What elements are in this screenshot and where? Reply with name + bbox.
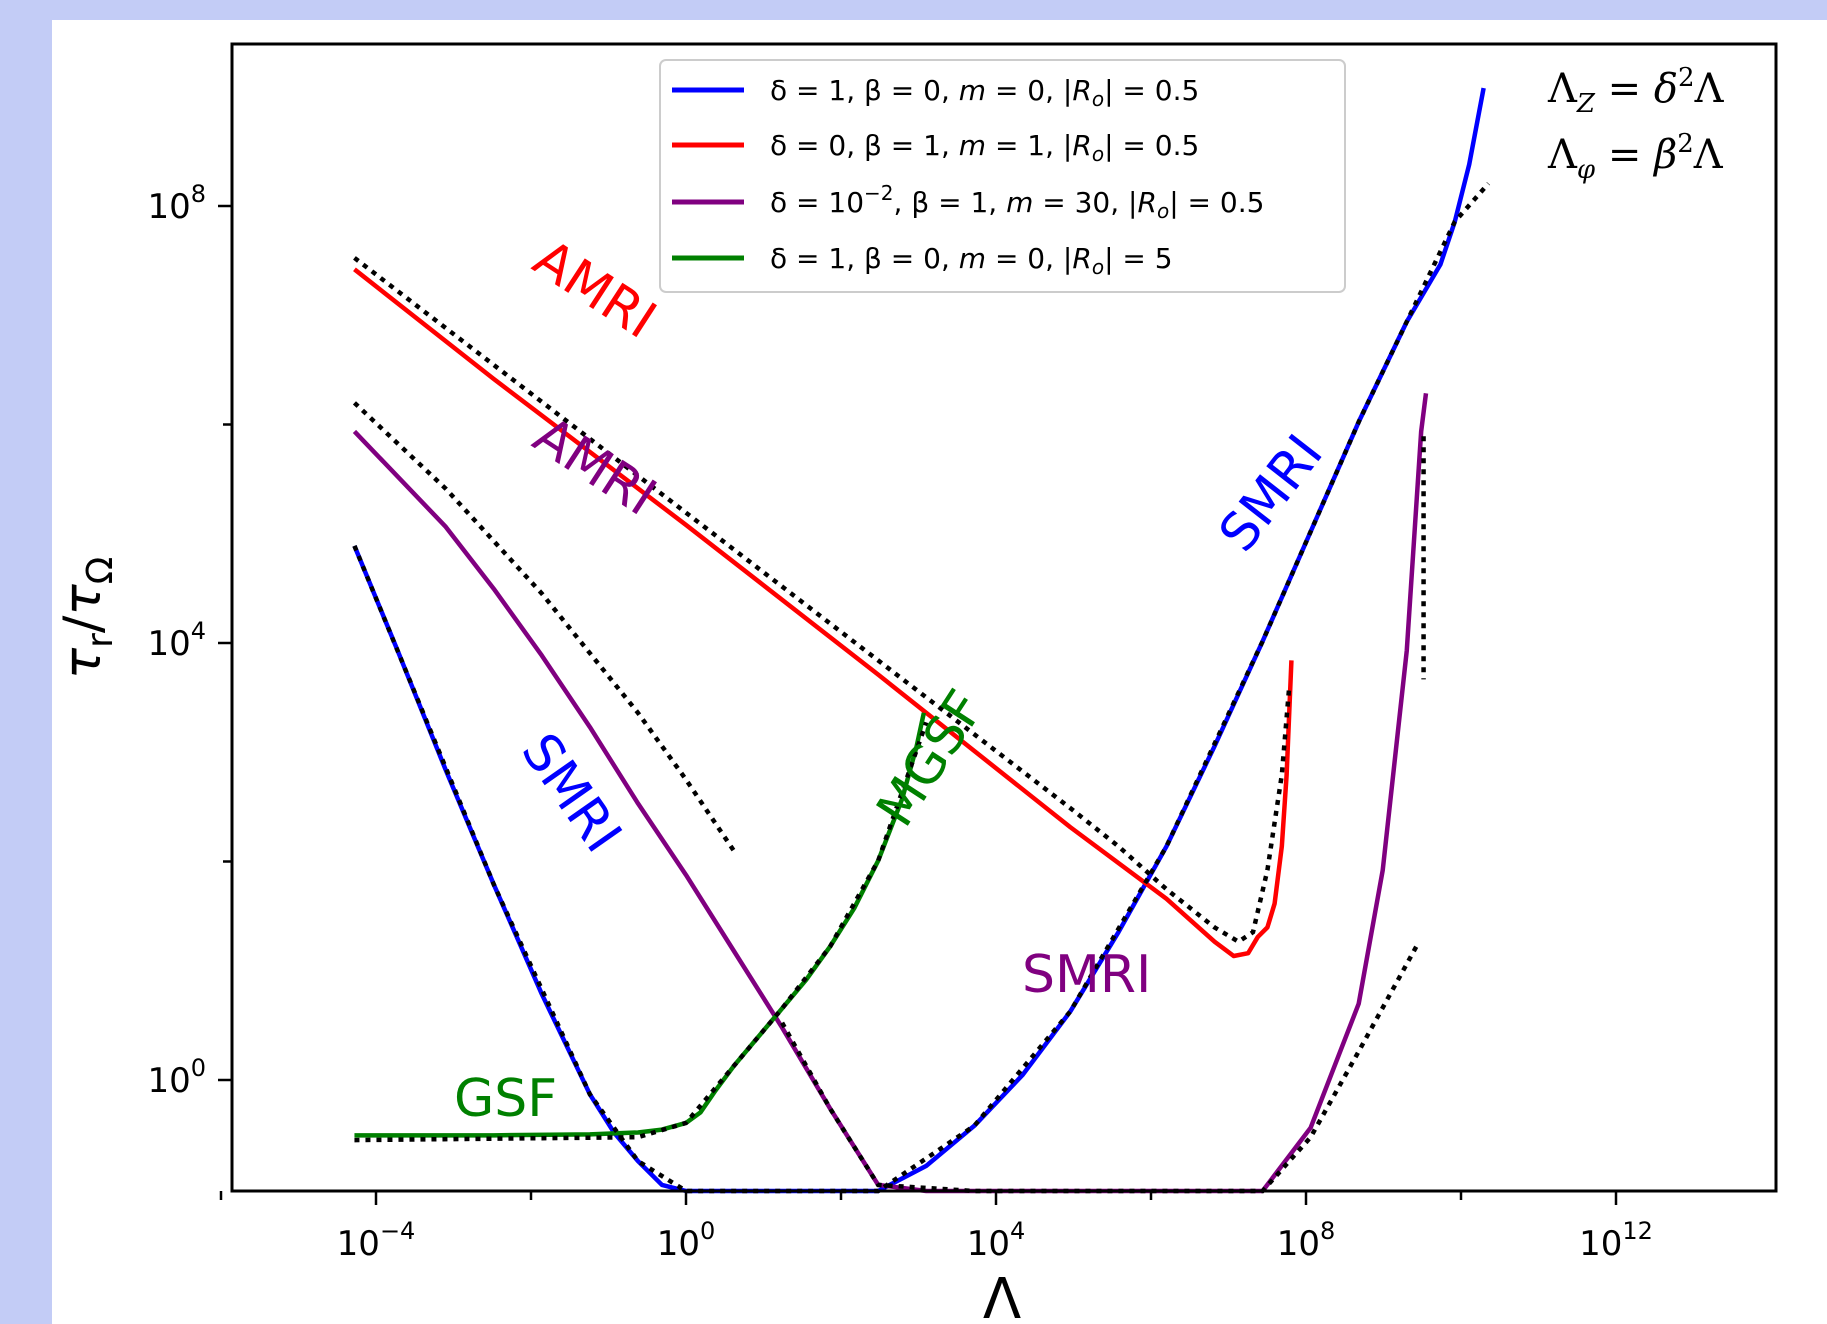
- legend: δ = 1, β = 0, m = 0, |Ro| = 0.5 δ = 0, β…: [659, 59, 1346, 293]
- x-axis-title: Λ: [983, 1267, 1021, 1324]
- asymptote-dotted-0: [353, 256, 1292, 945]
- x-tick-label: 108: [1277, 1217, 1336, 1264]
- x-tick-label: 104: [967, 1217, 1026, 1264]
- series-line-1: [353, 267, 1294, 959]
- legend-label-green: δ = 1, β = 0, m = 0, |Ro| = 5: [770, 242, 1173, 279]
- annotation-smri-blue-left: SMRI: [509, 723, 632, 863]
- asymptote-dotted-4: [780, 945, 1419, 1194]
- x-tick-label: 100: [657, 1217, 716, 1264]
- asymptote-dotted-2: [352, 181, 1491, 1194]
- formula-lambda-z: ΛZ = δ2Λ: [1547, 63, 1725, 119]
- annotation-amri-red: AMRI: [523, 229, 666, 351]
- x-tick-label: 1012: [1579, 1217, 1653, 1264]
- tick-layer: 10−4 100 104 108 1012 100 104 108: [147, 180, 1652, 1264]
- asymptote-dotted-1: [352, 401, 736, 853]
- legend-label-red: δ = 0, β = 1, m = 1, |Ro| = 0.5: [770, 129, 1199, 166]
- y-tick-label: 100: [147, 1054, 206, 1101]
- annotation-smri-blue-right: SMRI: [1208, 424, 1335, 563]
- y-tick-label: 108: [147, 180, 206, 227]
- annotation-amri-purple: AMRI: [523, 406, 666, 528]
- legend-label-blue: δ = 1, β = 0, m = 0, |Ro| = 0.5: [770, 74, 1199, 111]
- y-tick-label: 104: [147, 617, 206, 664]
- asymptote-layer: [352, 181, 1491, 1194]
- annotation-smri-purple: SMRI: [1022, 945, 1151, 1005]
- plot-frame: [230, 42, 1778, 1193]
- legend-label-purple: δ = 10−2, β = 1, m = 30, |Ro| = 0.5: [770, 181, 1264, 223]
- y-axis-title: τr/τΩ: [53, 557, 121, 679]
- formula-lambda-phi: Λφ = β2Λ: [1547, 129, 1724, 185]
- series-line-0: [352, 87, 1486, 1194]
- annotation-gsf: GSF: [454, 1069, 557, 1129]
- legend-box: [659, 59, 1346, 293]
- annotation-mgsf: MGSF: [866, 680, 997, 837]
- x-tick-label: 10−4: [337, 1217, 416, 1264]
- series-line-3: [354, 712, 927, 1138]
